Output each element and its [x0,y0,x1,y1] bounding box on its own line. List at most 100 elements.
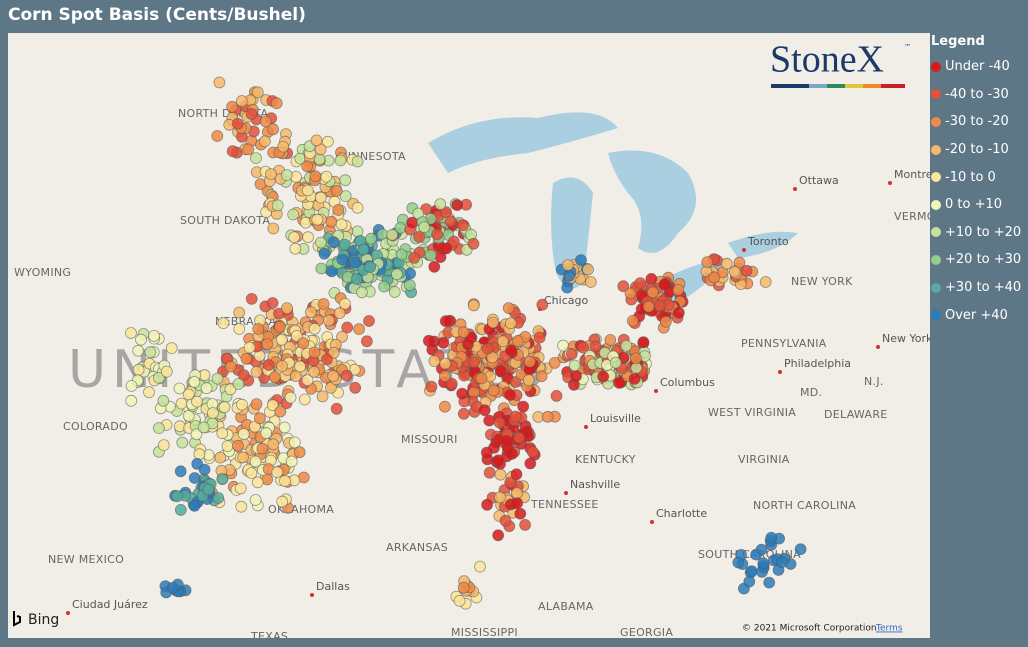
location-dot [575,254,587,267]
location-dot [351,201,364,214]
state-label: MISSISSIPPI [451,626,518,638]
location-dot [221,440,234,453]
legend-item: +10 to +20 [931,219,1021,247]
location-dot [763,576,776,589]
legend-item: -20 to -10 [931,136,1021,164]
location-dot [483,414,496,427]
state-label: DELAWARE [824,408,888,421]
state-label: MISSOURI [401,433,458,446]
location-dot [237,369,250,382]
location-dot [350,273,363,286]
legend-item: Under -40 [931,53,1021,81]
location-dot [135,333,147,346]
location-dot [321,135,334,148]
location-dot [755,543,768,556]
location-dot [250,366,263,378]
location-dot [338,238,351,251]
location-dot [249,455,262,468]
legend-swatch [931,199,941,210]
city-label: Louisville [590,412,641,425]
map[interactable]: UNITED STATES NORTH DAKOTAMINNESOTASOUTH… [8,33,930,638]
location-dot [363,315,375,327]
city-marker [742,248,746,252]
state-label: MD. [800,386,822,399]
legend-label: +30 to +40 [945,280,1022,296]
legend-swatch [931,144,941,155]
location-dot [386,228,399,241]
location-dot [309,170,322,183]
location-dot [365,232,377,245]
city-label: Dallas [316,580,350,593]
location-dot [174,465,187,478]
location-dot [481,498,494,511]
location-dot [468,356,481,369]
location-dot [428,355,441,368]
location-dot [271,199,284,212]
terms-link[interactable]: Terms [875,624,903,634]
location-dot [457,581,470,594]
location-dot [157,394,170,407]
location-dot [541,410,554,423]
state-label: WEST VIRGINIA [708,406,796,419]
location-dot [267,123,280,136]
location-dot [267,222,280,235]
city-label: Montreal [894,168,930,181]
location-dot [511,497,524,510]
legend-swatch [931,282,941,293]
location-dot [422,334,435,347]
location-dot [202,483,215,496]
location-dot [313,153,326,166]
legend-label: Over +40 [945,307,1008,323]
location-dot [245,467,258,480]
provider: Bing [28,612,59,628]
location-dot [293,446,306,459]
location-dot [318,247,331,260]
location-dot [284,391,297,404]
location-dot [390,268,403,281]
location-dot [413,230,426,243]
location-dot [160,365,173,378]
location-dot [561,259,574,272]
location-dot [198,463,211,476]
city-label: Toronto [747,235,789,248]
location-dot [235,500,248,513]
location-dot [776,556,788,569]
location-dot [535,370,548,383]
location-dot [144,346,157,359]
location-dot [604,334,617,346]
location-dot [360,335,373,348]
location-dot [157,439,170,452]
location-dot [672,284,685,296]
location-dot [213,76,226,89]
lakes [428,112,798,308]
location-dot [524,457,537,470]
location-dot [211,130,224,142]
location-dot [496,335,509,348]
location-dot [212,492,225,504]
logo-bar [771,84,905,88]
location-dot [624,287,637,300]
legend-swatch [931,310,941,321]
location-dot [617,280,630,293]
location-dot [200,382,213,395]
location-dot [353,323,366,336]
location-dot [226,100,239,113]
location-dot [759,276,772,288]
location-dot [256,442,269,455]
location-dot [487,316,499,329]
location-dot [438,370,451,383]
location-dot [301,160,314,173]
bing-icon [13,611,21,627]
location-dot [266,399,279,412]
location-dot [500,435,513,447]
city-label: Charlotte [656,507,707,520]
location-dot [314,236,327,249]
location-dot [336,330,348,343]
location-dot [563,269,575,282]
legend-swatch [931,254,941,265]
location-dot [266,297,279,309]
location-dot [125,327,137,339]
location-dot [474,560,486,573]
location-dot [206,407,219,419]
location-dot [660,315,672,328]
